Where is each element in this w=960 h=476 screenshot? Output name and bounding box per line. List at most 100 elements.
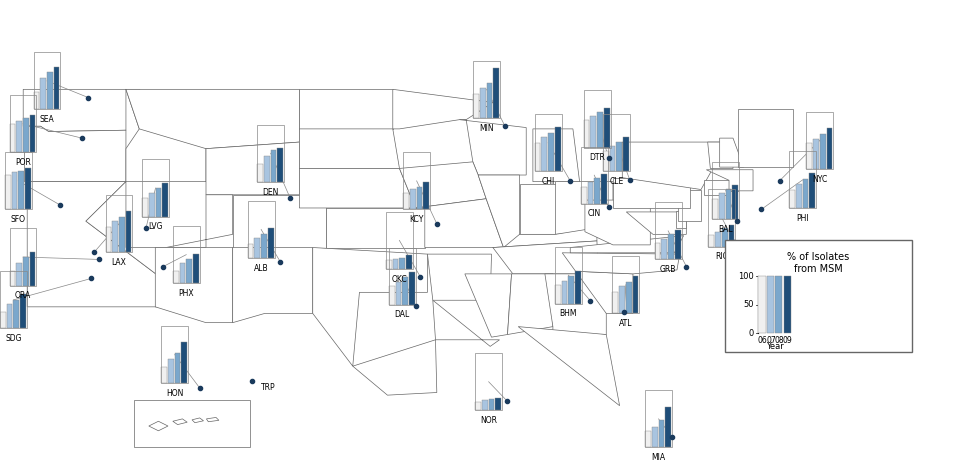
Polygon shape [192,418,204,423]
Polygon shape [126,89,206,182]
Polygon shape [460,119,526,175]
Bar [796,185,802,208]
Text: NYC: NYC [812,175,828,184]
Bar [475,353,502,410]
Bar [34,92,39,109]
Bar [161,367,167,383]
Polygon shape [585,200,650,245]
Polygon shape [166,195,232,248]
Polygon shape [232,248,313,323]
Polygon shape [676,210,686,228]
Bar [758,276,765,333]
Polygon shape [126,89,300,149]
Polygon shape [173,419,187,425]
Bar [142,198,148,217]
Polygon shape [149,421,168,431]
Bar [610,146,615,171]
Bar [616,142,622,171]
Bar [268,228,274,258]
Bar [623,137,629,171]
Text: Year: Year [766,342,784,351]
Polygon shape [533,129,580,182]
Bar [652,427,658,447]
Bar [389,287,395,305]
Polygon shape [427,254,492,300]
Bar [789,190,795,208]
Bar [619,286,625,313]
Bar [402,277,408,305]
Bar [487,83,492,118]
Polygon shape [206,142,300,195]
Bar [264,156,270,182]
Bar [604,108,610,148]
Bar [708,235,714,247]
Bar [584,120,589,148]
Bar [803,179,808,208]
Bar [386,260,392,269]
Bar [668,234,674,259]
Bar [555,127,561,171]
Bar [5,152,32,209]
Bar [645,431,651,447]
Bar [726,189,732,219]
Bar [590,116,596,148]
Text: SDG: SDG [5,334,22,343]
Bar [588,182,593,204]
Bar [495,398,501,410]
Bar [193,254,199,283]
Text: 08: 08 [775,336,784,345]
Bar [406,255,412,269]
Bar [482,400,488,410]
Polygon shape [708,142,733,169]
Bar [261,234,267,258]
Text: MIA: MIA [652,453,665,462]
Bar [789,151,816,208]
Text: POR: POR [15,158,31,167]
Bar [708,189,735,247]
Bar [386,212,413,269]
Bar [142,159,169,217]
Polygon shape [492,241,598,274]
Text: OKC: OKC [392,275,407,284]
Bar [480,89,486,118]
Text: LVG: LVG [148,222,163,231]
Bar [399,258,405,269]
FancyBboxPatch shape [725,240,912,352]
Text: ALB: ALB [253,264,269,273]
Bar [541,137,547,171]
Polygon shape [478,175,519,248]
Text: KCY: KCY [410,215,423,224]
Bar [575,270,581,304]
Bar [396,282,401,305]
FancyBboxPatch shape [134,400,250,447]
Bar [597,112,603,148]
Polygon shape [300,169,416,208]
Bar [30,252,36,286]
Bar [601,174,607,204]
Text: SEA: SEA [39,115,55,124]
Polygon shape [556,182,612,234]
Text: DTR: DTR [589,153,605,162]
Polygon shape [508,274,553,335]
Text: MIN: MIN [479,124,494,133]
Bar [248,244,253,258]
Bar [603,114,630,171]
Polygon shape [492,228,597,248]
Bar [665,407,671,447]
Bar [23,118,29,152]
Bar [393,258,398,269]
Bar [10,95,36,152]
Bar [173,226,200,283]
Polygon shape [720,138,744,167]
Text: TRP: TRP [261,383,276,392]
Bar [535,143,540,171]
Bar [655,243,660,259]
Polygon shape [300,89,393,129]
Bar [47,72,53,109]
Bar [254,238,260,258]
Bar [119,217,125,252]
Bar [594,178,600,204]
Bar [181,342,187,383]
Bar [675,230,681,259]
Polygon shape [545,274,607,335]
